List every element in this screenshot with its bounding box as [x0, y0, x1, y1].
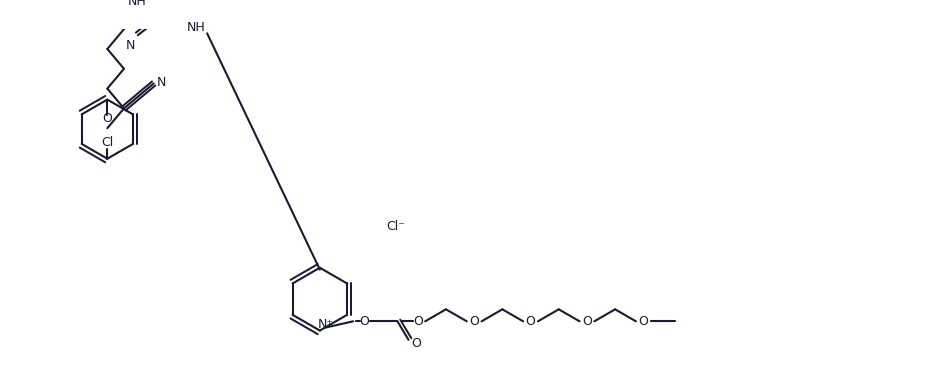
Text: NH: NH	[186, 21, 206, 34]
Text: O: O	[582, 315, 591, 328]
Text: O: O	[469, 315, 479, 328]
Text: O: O	[526, 315, 536, 328]
Text: NH: NH	[128, 0, 146, 8]
Text: O: O	[411, 337, 421, 350]
Text: N: N	[126, 39, 135, 52]
Text: O: O	[639, 315, 648, 328]
Text: O: O	[413, 315, 423, 328]
Text: Cl⁻: Cl⁻	[387, 220, 405, 233]
Text: Cl: Cl	[101, 135, 113, 149]
Text: N: N	[157, 76, 166, 89]
Text: O: O	[360, 315, 369, 328]
Text: N⁺: N⁺	[317, 318, 334, 330]
Text: O: O	[102, 112, 112, 125]
